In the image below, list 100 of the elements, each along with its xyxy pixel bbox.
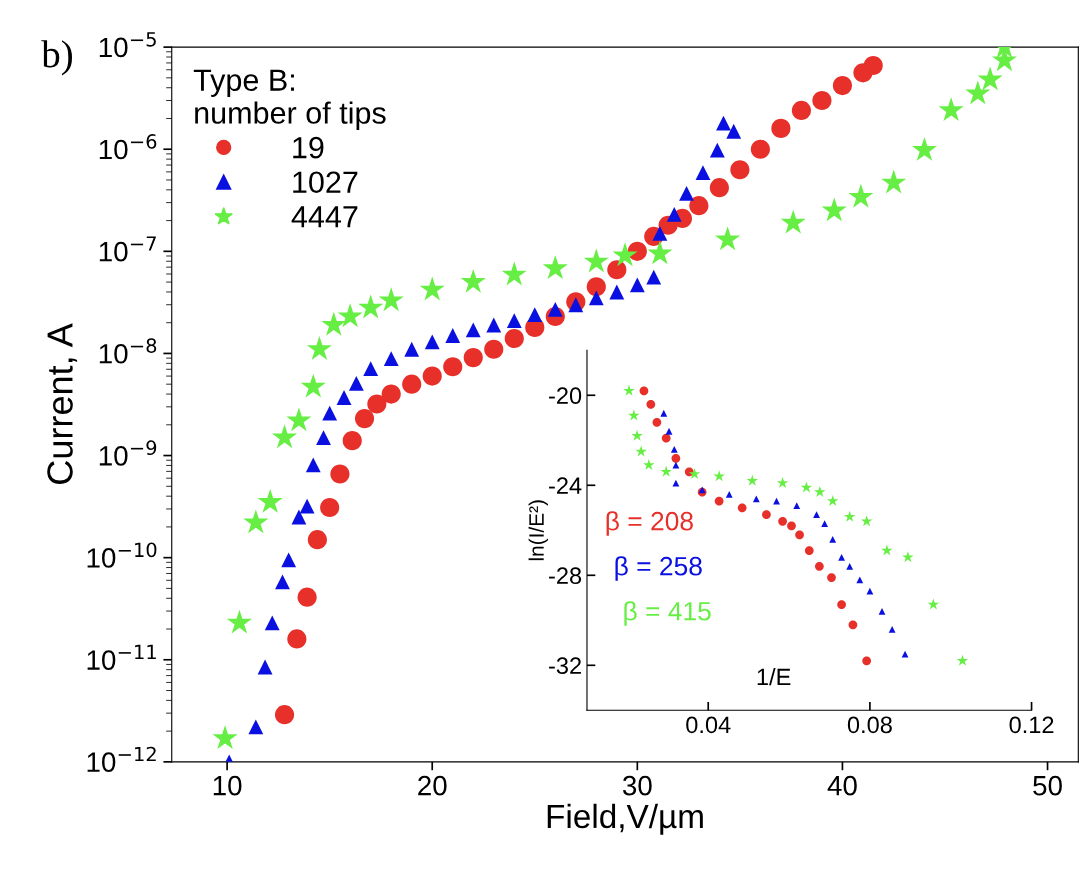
point bbox=[709, 178, 729, 198]
point bbox=[248, 719, 264, 735]
point bbox=[860, 515, 873, 527]
point bbox=[486, 317, 502, 333]
point bbox=[422, 366, 442, 386]
point bbox=[848, 620, 858, 630]
point bbox=[316, 430, 331, 445]
legend-title: Type B: number of tips bbox=[193, 69, 386, 130]
point bbox=[286, 407, 312, 432]
point bbox=[306, 336, 332, 360]
x-tick-label: 50 bbox=[1033, 775, 1062, 796]
point bbox=[300, 373, 326, 398]
point bbox=[670, 445, 678, 453]
point bbox=[348, 375, 364, 391]
point bbox=[504, 328, 524, 349]
point bbox=[320, 497, 340, 518]
y-tick-label: -28 bbox=[549, 567, 582, 585]
point bbox=[804, 546, 814, 555]
point bbox=[583, 248, 609, 273]
y-tick-label: 10$^{−5}$ bbox=[99, 32, 156, 58]
point bbox=[257, 659, 273, 675]
point bbox=[547, 301, 563, 317]
x-tick-label: 0.04 bbox=[686, 716, 731, 734]
x-tick-label: 0.12 bbox=[1009, 716, 1054, 734]
point bbox=[977, 66, 1003, 91]
point bbox=[672, 461, 680, 469]
point bbox=[281, 552, 297, 568]
point bbox=[813, 511, 820, 518]
y-tick-label: 10$^{−12}$ bbox=[87, 746, 156, 772]
point bbox=[337, 303, 363, 328]
point bbox=[542, 255, 568, 280]
point bbox=[838, 553, 846, 561]
x-axis-title: 1/E bbox=[757, 668, 791, 686]
point bbox=[363, 361, 379, 377]
point bbox=[843, 510, 856, 522]
point bbox=[381, 384, 401, 404]
point bbox=[665, 427, 673, 435]
point bbox=[607, 260, 627, 280]
text: β = 415 bbox=[624, 601, 711, 626]
point bbox=[358, 294, 384, 319]
point bbox=[419, 276, 445, 301]
point bbox=[647, 240, 673, 265]
point bbox=[322, 405, 338, 421]
point bbox=[695, 165, 711, 181]
point bbox=[888, 625, 896, 633]
y-tick-label: 10$^{−10}$ bbox=[87, 542, 157, 568]
point bbox=[800, 481, 813, 493]
text: β = 258 bbox=[615, 556, 702, 581]
y-tick-label: 10$^{−9}$ bbox=[99, 440, 157, 466]
point bbox=[771, 118, 791, 138]
point bbox=[652, 225, 668, 241]
point bbox=[730, 160, 750, 180]
point bbox=[501, 261, 527, 286]
point bbox=[787, 521, 796, 531]
y-tick-label: 10$^{−7}$ bbox=[99, 236, 156, 262]
x-axis-title: Field,V/µm bbox=[547, 803, 703, 835]
point bbox=[330, 464, 350, 484]
point bbox=[460, 268, 486, 293]
point bbox=[938, 97, 964, 122]
point bbox=[671, 453, 681, 463]
point bbox=[629, 277, 645, 293]
point bbox=[814, 485, 826, 497]
point bbox=[275, 574, 290, 590]
point bbox=[568, 297, 584, 313]
point bbox=[342, 431, 362, 451]
legend-label: 4447 bbox=[291, 206, 358, 228]
point bbox=[826, 494, 839, 506]
point bbox=[586, 277, 606, 297]
point bbox=[643, 458, 655, 470]
point bbox=[714, 496, 724, 506]
series-label: β = 208 bbox=[606, 511, 693, 536]
point bbox=[631, 429, 643, 441]
point bbox=[793, 502, 801, 509]
point bbox=[506, 313, 522, 328]
point bbox=[660, 465, 672, 477]
point bbox=[660, 409, 668, 417]
point bbox=[264, 615, 280, 631]
point bbox=[752, 495, 760, 503]
point bbox=[902, 551, 914, 563]
point bbox=[814, 561, 824, 571]
point bbox=[378, 287, 404, 312]
legend-label: 19 bbox=[293, 136, 324, 159]
point bbox=[443, 357, 463, 377]
point bbox=[367, 394, 387, 414]
point bbox=[299, 498, 315, 514]
point bbox=[646, 399, 656, 409]
point bbox=[725, 490, 733, 498]
point bbox=[383, 351, 399, 367]
point bbox=[272, 424, 298, 449]
point bbox=[791, 100, 811, 120]
point bbox=[666, 206, 682, 222]
y-tick-label: -20 bbox=[549, 387, 582, 405]
point bbox=[672, 479, 680, 487]
point bbox=[848, 183, 874, 208]
point bbox=[832, 76, 853, 96]
x-tick-label: 10 bbox=[213, 775, 242, 796]
text: b) bbox=[41, 40, 72, 76]
y-tick-label: 10$^{−8}$ bbox=[99, 338, 157, 364]
point bbox=[778, 516, 787, 526]
point bbox=[821, 520, 829, 527]
